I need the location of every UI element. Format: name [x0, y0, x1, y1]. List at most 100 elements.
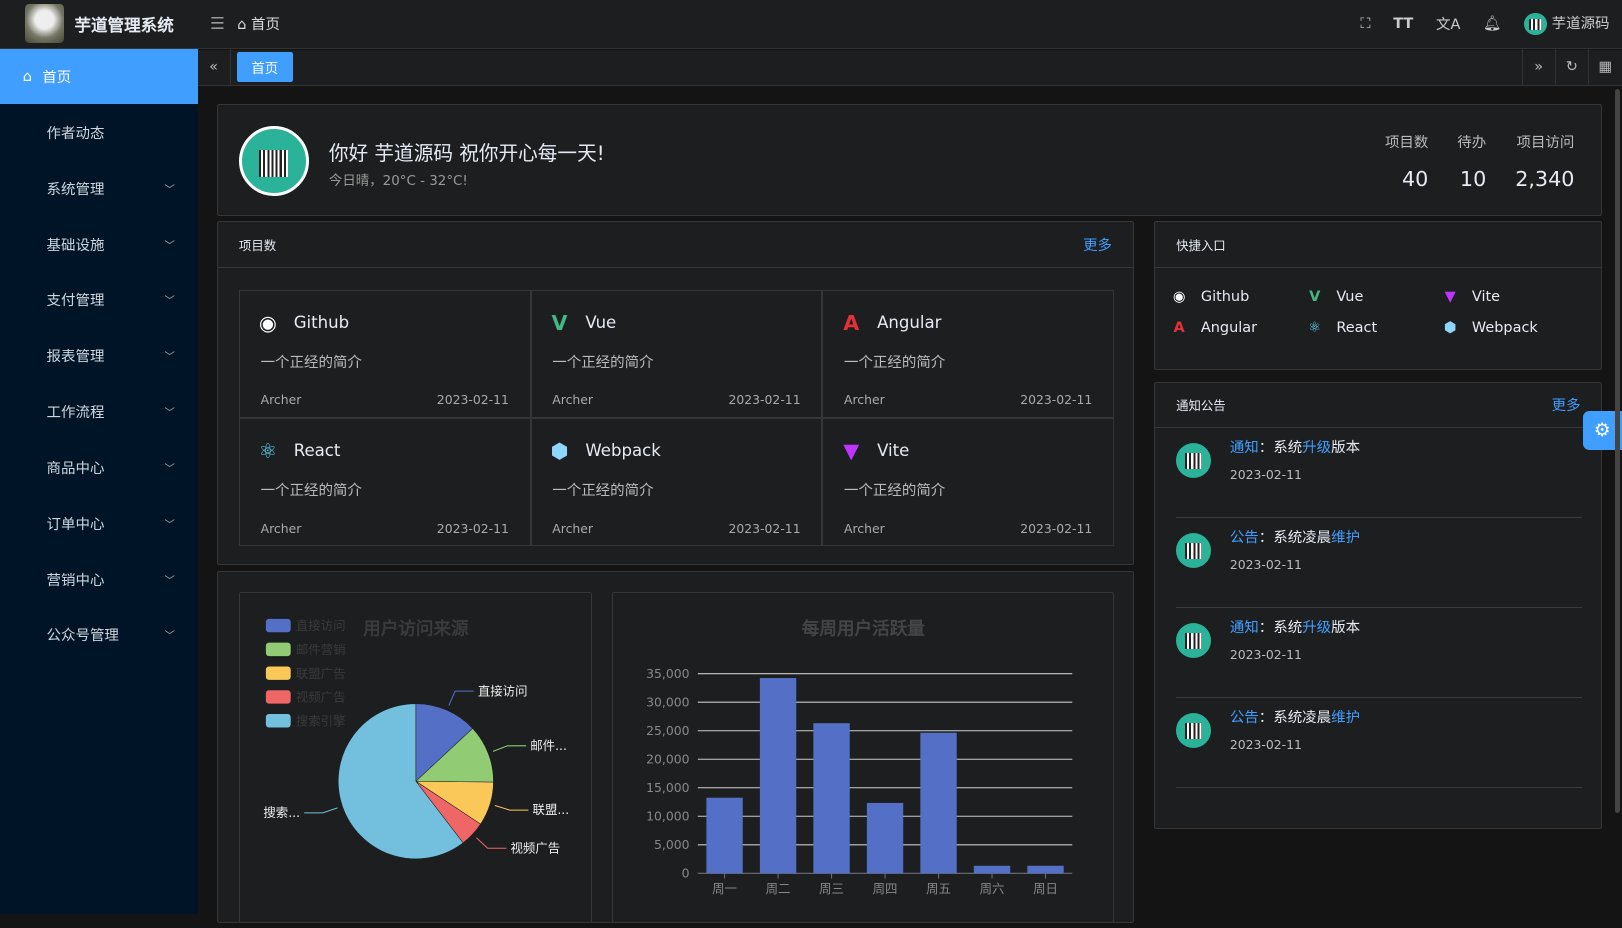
sidebar: ⌂ 首页作者动态系统管理 ﹀ 基础设施 ﹀ 支付管理 ﹀ 报表管理 ﹀ 工作流程 ﹀ 商品中心 ﹀ 订单中… — [0, 48, 198, 915]
chevron-down-icon: ﹀ — [164, 518, 175, 531]
scrollbar[interactable] — [1614, 88, 1620, 814]
app-title: 芋道管理系统 — [74, 15, 174, 35]
logo[interactable]: 芋道管理系统 — [0, 0, 198, 48]
breadcrumb[interactable]: ⌂ 首页 — [237, 17, 280, 34]
weather: 今日晴，20°C - 32°C! — [328, 173, 468, 189]
react-icon: ⚛ — [1308, 319, 1322, 336]
y-tick-label: 20,000 — [646, 751, 690, 766]
notice-item[interactable]: 通知：系统升级版本 2023-02-11 — [1176, 608, 1582, 699]
legend-swatch — [265, 618, 291, 632]
shortcut-item[interactable]: ▼ Vite — [1441, 289, 1500, 305]
legend-label: 搜索引擎 — [296, 713, 346, 728]
sidebar-item[interactable]: 系统管理 ﹀ — [46, 181, 175, 198]
project-card[interactable]: ◉ Github 一个正经的简介 Archer 2023-02-11 — [238, 289, 531, 418]
chevron-down-icon: ﹀ — [164, 574, 175, 587]
shortcut-item[interactable]: ⚛ React — [1305, 320, 1377, 336]
shortcut-item[interactable]: ⬢ Webpack — [1441, 320, 1538, 336]
bar — [920, 732, 958, 873]
refresh-icon[interactable]: ↻ — [1556, 49, 1589, 86]
pie-slice — [337, 703, 464, 859]
avatar — [1176, 712, 1212, 748]
x-tick-label: 周一 — [712, 881, 737, 896]
welcome-card: 你好 芋道源码 祝你开心每一天! 今日晴，20°C - 32°C! 项目数 40 待… — [217, 104, 1603, 217]
legend-swatch — [265, 713, 291, 728]
welcome-avatar — [238, 126, 310, 197]
scroll-right-icon[interactable]: » — [1523, 49, 1556, 86]
pie-slice-label: 直接访问 — [478, 683, 528, 698]
react-icon: ⚛ — [258, 438, 278, 463]
legend-swatch — [265, 666, 291, 680]
x-tick-label: 周六 — [980, 881, 1005, 896]
logo-image — [24, 4, 65, 44]
shortcut-item[interactable]: V Vue — [1305, 289, 1363, 305]
x-tick-label: 周三 — [819, 881, 844, 896]
sidebar-item[interactable]: 订单中心 ﹀ — [46, 516, 175, 533]
chevron-down-icon: ﹀ — [164, 239, 175, 252]
sidebar-item[interactable]: 公众号管理 ﹀ — [46, 628, 175, 645]
notice-item[interactable]: 公告：系统凌晨维护 2023-02-11 — [1176, 698, 1582, 789]
user-menu[interactable]: 芋道源码 — [1524, 12, 1610, 36]
pie-title: 用户访问来源 — [363, 618, 469, 639]
sidebar-item[interactable]: ⌂ 首页 — [0, 48, 198, 105]
project-card[interactable]: ▼ Vite 一个正经的简介 Archer 2023-02-11 — [822, 417, 1114, 547]
tab-home[interactable]: 首页 — [236, 52, 293, 83]
shortcuts-card: 快捷入口 ◉ Github V Vue ▼ Vite A Angular ⚛ React ⬢ Webp… — [1154, 221, 1603, 371]
chevron-down-icon: ﹀ — [164, 351, 175, 364]
webpack-icon: ⬢ — [550, 438, 569, 463]
project-card[interactable]: ⬢ Webpack 一个正经的简介 Archer 2023-02-11 — [530, 417, 823, 547]
projects-card: 项目数 更多 ◉ Github 一个正经的简介 Archer 2023-02-11 V Vue… — [217, 221, 1134, 565]
bar — [760, 677, 797, 873]
sidebar-item[interactable]: 商品中心 ﹀ — [46, 460, 175, 477]
menu-collapse-icon[interactable]: ☰ — [209, 14, 225, 34]
sidebar-item[interactable]: 工作流程 ﹀ — [46, 405, 175, 422]
sidebar-item[interactable]: 报表管理 ﹀ — [46, 349, 175, 366]
sidebar-item[interactable]: 作者动态 — [46, 125, 105, 142]
notices-more-link[interactable]: 更多 — [1551, 398, 1581, 415]
bar — [1027, 865, 1065, 873]
legend-swatch — [265, 689, 291, 704]
legend-label: 视频广告 — [296, 689, 346, 704]
pie-slice — [415, 727, 494, 783]
font-size-icon[interactable]: TT — [1393, 15, 1414, 32]
translate-icon[interactable]: 文A — [1436, 17, 1461, 34]
notices-title: 通知公告 — [1176, 397, 1226, 413]
x-tick-label: 周五 — [926, 881, 951, 896]
legend-label: 联盟广告 — [296, 665, 346, 680]
shortcut-item[interactable]: A Angular — [1170, 320, 1258, 336]
greeting: 你好 芋道源码 祝你开心每一天! — [328, 141, 605, 165]
bar — [867, 802, 904, 873]
chevron-down-icon: ﹀ — [164, 295, 175, 308]
project-card[interactable]: V Vue 一个正经的简介 Archer 2023-02-11 — [530, 289, 823, 418]
notice-item[interactable]: 公告：系统凌晨维护 2023-02-11 — [1176, 518, 1582, 609]
fullscreen-icon[interactable]: ⛶ — [1360, 15, 1371, 32]
shortcuts-title: 快捷入口 — [1176, 237, 1226, 253]
avatar — [1176, 622, 1212, 658]
charts-card: 用户访问来源 直接访问 邮件营销 联盟广告 视频广告 搜索引擎 直接访问 邮件... 联盟...… — [217, 570, 1134, 923]
y-tick-label: 35,000 — [646, 665, 690, 680]
pie-chart-panel: 用户访问来源 直接访问 邮件营销 联盟广告 视频广告 搜索引擎 直接访问 邮件... 联盟...… — [238, 591, 592, 923]
bar-title: 每周用户活跃量 — [802, 618, 925, 639]
project-card[interactable]: ⚛ React 一个正经的简介 Archer 2023-02-11 — [238, 417, 531, 547]
y-tick-label: 30,000 — [646, 694, 690, 709]
pie-slice — [415, 703, 473, 782]
notices-card: 通知公告 更多 通知：系统升级版本 2023-02-11 公告：系统凌晨维护 2023-… — [1154, 381, 1603, 829]
scroll-left-icon[interactable]: « — [198, 49, 231, 86]
notice-item[interactable]: 通知：系统升级版本 2023-02-11 — [1176, 428, 1582, 519]
stat-item: 项目访问 2,340 — [1515, 135, 1575, 191]
sidebar-item[interactable]: 基础设施 ﹀ — [46, 237, 175, 254]
projects-more-link[interactable]: 更多 — [1083, 238, 1112, 255]
shortcut-item[interactable]: ◉ Github — [1170, 289, 1249, 305]
pie-label-line — [494, 804, 529, 811]
grid-menu-icon[interactable]: ▦ — [1598, 59, 1613, 76]
bell-icon[interactable]: 🔔︎ — [1483, 16, 1502, 33]
pie-slice-label: 联盟... — [532, 802, 569, 817]
bar — [813, 722, 851, 873]
project-card[interactable]: A Angular 一个正经的简介 Archer 2023-02-11 — [822, 289, 1114, 418]
sidebar-item[interactable]: 支付管理 ﹀ — [46, 293, 175, 310]
vue-icon: V — [551, 310, 568, 335]
chevron-down-icon: ﹀ — [164, 183, 175, 196]
bar-chart-panel: 每周用户活跃量 0 5,000 10,000 15,000 20,000 25,000 30,… — [612, 591, 1114, 923]
pie-slice-label: 邮件... — [530, 738, 567, 753]
sidebar-item[interactable]: 营销中心 ﹀ — [46, 572, 175, 589]
stat-item: 项目数 40 — [1384, 135, 1429, 191]
